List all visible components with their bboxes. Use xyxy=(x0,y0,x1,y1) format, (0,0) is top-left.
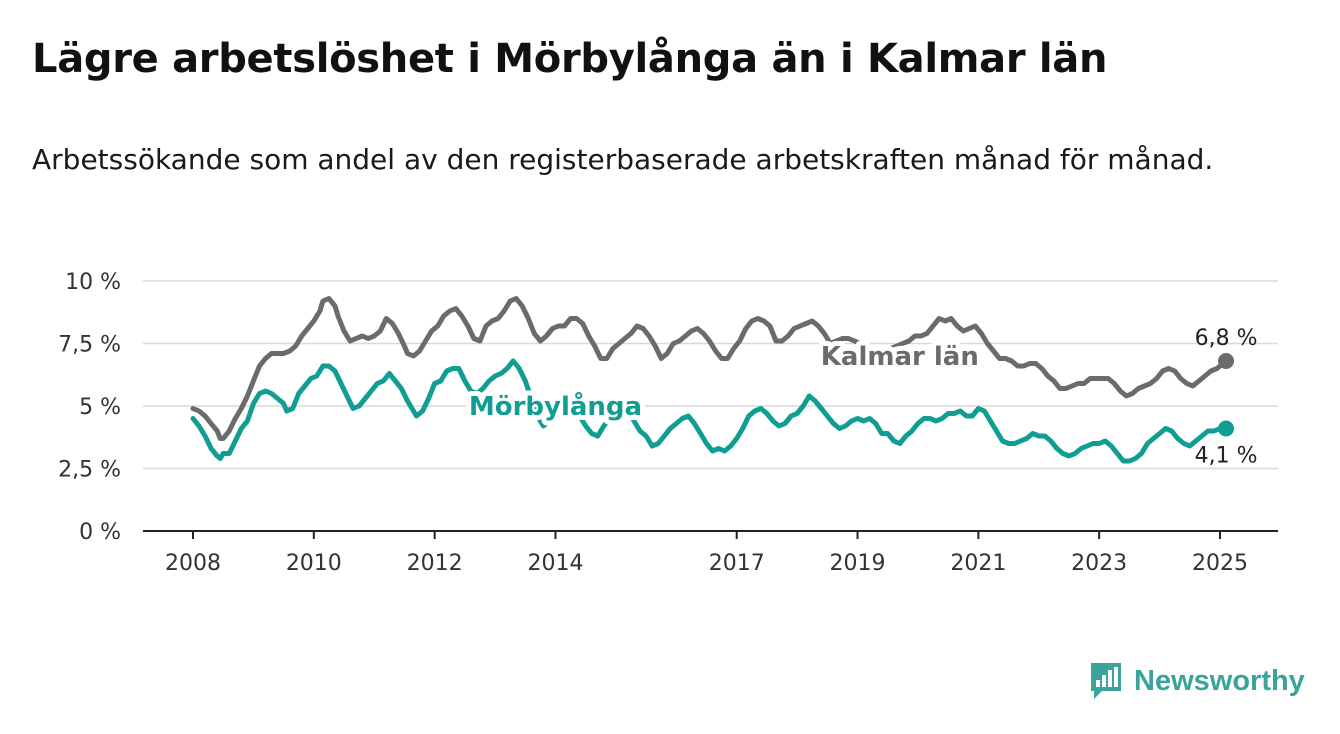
series-label-halo: Mörbylånga xyxy=(469,390,642,422)
y-tick-label: 10 % xyxy=(65,270,121,295)
chart-subtitle: Arbetssökande som andel av den registerb… xyxy=(32,143,1214,176)
chart-title: Lägre arbetslöshet i Mörbylånga än i Kal… xyxy=(32,36,1108,82)
x-tick-label: 2025 xyxy=(1192,551,1248,576)
x-tick-label: 2023 xyxy=(1071,551,1127,576)
series-line-morbylanga xyxy=(190,358,1229,464)
y-tick-label: 5 % xyxy=(79,395,121,420)
x-tick-label: 2017 xyxy=(709,551,765,576)
end-point-morbylanga xyxy=(1218,420,1235,437)
x-tick-label: 2012 xyxy=(407,551,463,576)
x-tick-label: 2021 xyxy=(950,551,1006,576)
x-tick-label: 2014 xyxy=(527,551,583,576)
series-label-morbylanga: Mörbylånga xyxy=(469,390,642,422)
end-label-morbylanga: 4,1 % xyxy=(1195,444,1258,469)
brand: Newsworthy xyxy=(1088,660,1305,702)
y-tick-label: 0 % xyxy=(79,520,121,545)
end-label-kalmar-lan: 6,8 % xyxy=(1195,326,1258,351)
y-tick-label: 2,5 % xyxy=(58,458,121,483)
end-point-kalmar-lan xyxy=(1218,353,1235,369)
x-tick-label: 2010 xyxy=(286,551,342,576)
x-tick-label: 2008 xyxy=(165,551,221,576)
series-label-kalmar-lan: Kalmar län xyxy=(821,342,979,372)
series-line-kalmar-lan xyxy=(190,296,1229,441)
bar-chart-logo-icon xyxy=(1091,663,1121,699)
x-tick-label: 2019 xyxy=(830,551,886,576)
brand-name: Newsworthy xyxy=(1134,664,1305,697)
series-label-halo: Kalmar län xyxy=(821,342,979,372)
y-tick-label: 7,5 % xyxy=(58,333,121,358)
